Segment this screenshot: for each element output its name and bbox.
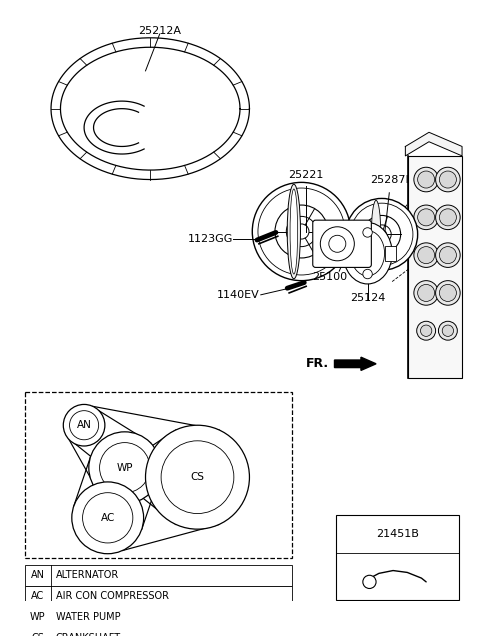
Circle shape bbox=[435, 280, 460, 305]
Circle shape bbox=[442, 325, 454, 336]
Text: FR.: FR. bbox=[306, 357, 329, 370]
Text: WP: WP bbox=[30, 612, 46, 622]
Bar bbox=[24, 565, 292, 586]
Circle shape bbox=[418, 171, 435, 188]
Circle shape bbox=[329, 235, 346, 252]
Circle shape bbox=[414, 205, 438, 230]
Circle shape bbox=[363, 228, 372, 237]
Circle shape bbox=[145, 425, 250, 529]
Circle shape bbox=[435, 205, 460, 230]
Circle shape bbox=[363, 576, 376, 588]
Circle shape bbox=[70, 411, 98, 439]
Bar bbox=[24, 628, 292, 636]
Text: 25212A: 25212A bbox=[138, 27, 181, 36]
FancyArrow shape bbox=[335, 357, 376, 370]
Circle shape bbox=[63, 404, 105, 446]
Bar bbox=[24, 392, 292, 558]
Text: AIR CON COMPRESSOR: AIR CON COMPRESSOR bbox=[56, 591, 169, 601]
Circle shape bbox=[418, 247, 435, 264]
Circle shape bbox=[418, 209, 435, 226]
Text: AC: AC bbox=[31, 591, 45, 601]
Text: 25124: 25124 bbox=[350, 293, 385, 303]
Text: AN: AN bbox=[77, 420, 92, 430]
Text: 25221: 25221 bbox=[288, 170, 324, 179]
Bar bbox=[24, 607, 292, 628]
Circle shape bbox=[346, 198, 418, 270]
Polygon shape bbox=[406, 132, 462, 156]
Circle shape bbox=[286, 216, 316, 247]
Ellipse shape bbox=[372, 200, 381, 268]
Circle shape bbox=[252, 183, 350, 280]
Circle shape bbox=[377, 230, 386, 239]
Ellipse shape bbox=[287, 184, 300, 279]
Text: 25287I: 25287I bbox=[370, 175, 408, 185]
Text: CRANKSHAFT: CRANKSHAFT bbox=[56, 633, 121, 636]
Ellipse shape bbox=[290, 189, 298, 274]
Text: ALTERNATOR: ALTERNATOR bbox=[56, 570, 119, 581]
Circle shape bbox=[350, 203, 413, 265]
Circle shape bbox=[439, 209, 456, 226]
Circle shape bbox=[363, 269, 372, 279]
Circle shape bbox=[417, 321, 435, 340]
Ellipse shape bbox=[350, 231, 384, 276]
Circle shape bbox=[418, 284, 435, 301]
Text: 1123GG: 1123GG bbox=[188, 234, 233, 244]
Circle shape bbox=[372, 225, 391, 244]
Text: 21451B: 21451B bbox=[376, 529, 419, 539]
Circle shape bbox=[363, 216, 401, 253]
Bar bbox=[24, 586, 292, 607]
Bar bbox=[336, 515, 459, 600]
FancyBboxPatch shape bbox=[313, 220, 372, 267]
Circle shape bbox=[99, 443, 150, 493]
Circle shape bbox=[438, 321, 457, 340]
Circle shape bbox=[439, 171, 456, 188]
Text: AC: AC bbox=[100, 513, 115, 523]
Text: AN: AN bbox=[31, 570, 45, 581]
Circle shape bbox=[89, 432, 161, 504]
Bar bbox=[339, 245, 350, 261]
Text: CS: CS bbox=[191, 472, 204, 482]
Circle shape bbox=[414, 243, 438, 267]
Text: WATER PUMP: WATER PUMP bbox=[56, 612, 120, 622]
Text: CS: CS bbox=[31, 633, 44, 636]
Circle shape bbox=[275, 205, 328, 258]
Bar bbox=[384, 245, 396, 261]
Circle shape bbox=[161, 441, 234, 513]
Circle shape bbox=[83, 493, 133, 543]
Circle shape bbox=[439, 284, 456, 301]
Circle shape bbox=[320, 227, 354, 261]
Circle shape bbox=[294, 224, 309, 239]
Circle shape bbox=[439, 247, 456, 264]
Circle shape bbox=[72, 482, 144, 554]
Circle shape bbox=[420, 325, 432, 336]
Circle shape bbox=[435, 167, 460, 192]
Circle shape bbox=[435, 243, 460, 267]
Text: WP: WP bbox=[117, 463, 133, 473]
Ellipse shape bbox=[343, 223, 392, 284]
Circle shape bbox=[414, 280, 438, 305]
Text: 1140EV: 1140EV bbox=[216, 290, 259, 300]
Bar bbox=[408, 156, 462, 378]
Circle shape bbox=[258, 188, 345, 275]
Text: 25100: 25100 bbox=[312, 272, 348, 282]
Circle shape bbox=[414, 167, 438, 192]
